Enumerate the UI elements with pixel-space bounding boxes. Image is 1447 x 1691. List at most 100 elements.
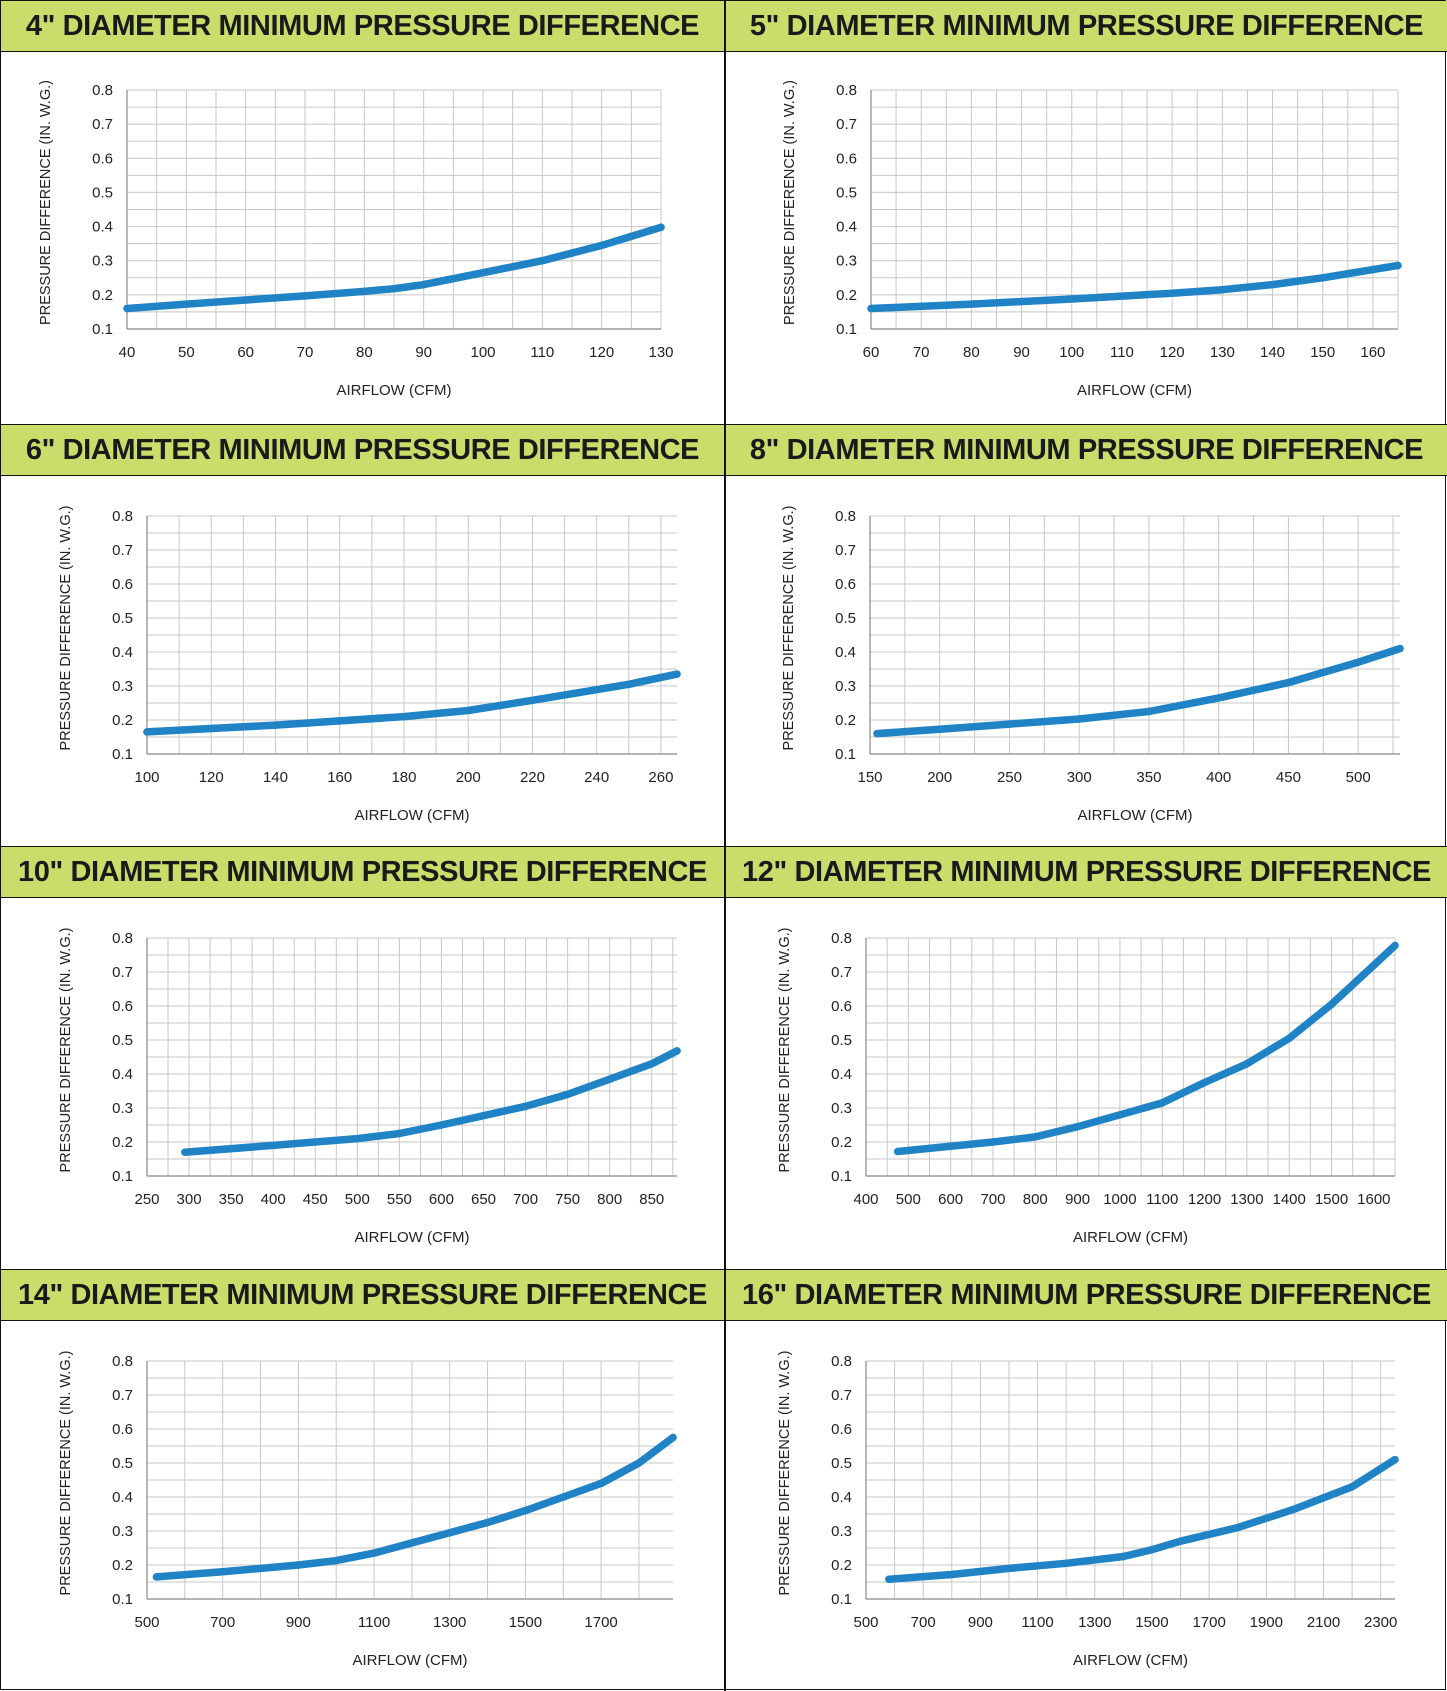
chart-title-banner: 16" DIAMETER MINIMUM PRESSURE DIFFERENCE (726, 1270, 1447, 1321)
y-tick-label: 0.8 (112, 508, 133, 525)
data-point (989, 1138, 997, 1146)
data-point (1391, 941, 1399, 950)
y-tick-label: 0.6 (835, 576, 856, 593)
data-point (1005, 720, 1014, 728)
data-point (1031, 1133, 1039, 1141)
x-tick-label: 90 (1013, 344, 1030, 361)
y-tick-label: 0.6 (831, 998, 852, 1015)
y-axis-label: PRESSURE DIFFERENCE (IN. W.G.) (777, 1351, 793, 1596)
gridlines (865, 937, 1396, 1177)
data-point (181, 1148, 189, 1156)
y-tick-label: 0.2 (835, 712, 856, 729)
data-point (1148, 1546, 1156, 1554)
x-tick-label: 90 (415, 344, 432, 361)
x-tick-label: 220 (520, 769, 545, 786)
x-axis-label: AIRFLOW (CFM) (1077, 382, 1192, 399)
data-point (143, 728, 151, 736)
x-tick-label: 400 (1206, 769, 1231, 786)
data-point (408, 1539, 416, 1547)
data-point (360, 287, 369, 296)
y-tick-label: 0.1 (835, 746, 856, 763)
y-tick-label: 0.7 (831, 964, 852, 981)
x-tick-label: 650 (471, 1191, 496, 1208)
x-tick-label: 260 (648, 769, 673, 786)
chart-title: 16" DIAMETER MINIMUM PRESSURE DIFFERENCE (742, 1278, 1431, 1311)
x-tick-label: 180 (391, 769, 416, 786)
data-point (605, 1075, 614, 1083)
y-axis-label: PRESSURE DIFFERENCE (IN. W.G.) (58, 928, 74, 1173)
data-point (332, 1556, 340, 1565)
y-axis-label: PRESSURE DIFFERENCE (IN. W.G.) (782, 80, 798, 325)
data-point (521, 1506, 530, 1515)
data-point (1348, 1483, 1356, 1491)
data-point (967, 300, 976, 308)
y-tick-label: 0.2 (92, 287, 113, 304)
data-point (1073, 1123, 1082, 1131)
series-line (867, 261, 1402, 313)
data-point (395, 1129, 404, 1138)
x-tick-label: 500 (1346, 769, 1371, 786)
y-tick-label: 0.4 (112, 1066, 133, 1083)
x-tick-label: 1900 (1250, 1614, 1283, 1631)
data-point (528, 696, 537, 704)
x-tick-label: 150 (857, 769, 882, 786)
data-point (1119, 1552, 1128, 1561)
gridlines (146, 937, 677, 1177)
data-point (1068, 295, 1076, 303)
x-tick-label: 450 (1276, 769, 1301, 786)
y-axis-label: PRESSURE DIFFERENCE (IN. W.G.) (777, 928, 793, 1173)
data-point (873, 729, 881, 738)
data-point (597, 1479, 605, 1488)
x-tick-label: 100 (134, 769, 159, 786)
series-line (181, 1047, 681, 1156)
data-point (1176, 1537, 1185, 1545)
y-tick-label: 0.1 (836, 321, 857, 338)
y-tick-label: 0.1 (831, 1591, 852, 1608)
y-tick-label: 0.4 (92, 219, 113, 236)
y-tick-label: 0.4 (831, 1489, 852, 1506)
data-point (948, 1570, 956, 1579)
x-tick-label: 1600 (1357, 1191, 1390, 1208)
y-tick-label: 0.7 (835, 542, 856, 559)
x-tick-label: 250 (997, 769, 1022, 786)
data-point (1145, 707, 1153, 716)
data-point (1268, 280, 1277, 289)
data-point (669, 1433, 677, 1442)
y-tick-label: 0.1 (831, 1168, 852, 1185)
y-tick-label: 0.7 (836, 116, 857, 133)
chart-panel: 10" DIAMETER MINIMUM PRESSURE DIFFERENCE… (1, 846, 726, 1269)
data-point (625, 680, 633, 688)
x-tick-label: 130 (1210, 344, 1235, 361)
y-tick-label: 0.3 (836, 253, 857, 270)
x-axis-label: AIRFLOW (CFM) (1073, 1229, 1188, 1246)
data-point (400, 712, 408, 721)
data-point (271, 721, 280, 729)
data-point (1214, 694, 1223, 702)
data-point (1062, 1559, 1070, 1567)
x-tick-label: 1100 (1146, 1191, 1178, 1208)
y-tick-label: 0.6 (112, 1421, 133, 1438)
data-point (867, 304, 875, 313)
y-tick-label: 0.1 (112, 746, 133, 763)
data-point (1075, 715, 1083, 723)
y-tick-label: 0.7 (92, 116, 113, 133)
data-point (635, 1459, 643, 1467)
data-point (390, 285, 398, 293)
x-tick-label: 150 (1310, 344, 1335, 361)
y-tick-label: 0.8 (112, 930, 133, 947)
x-tick-label: 700 (210, 1614, 235, 1631)
y-tick-label: 0.2 (112, 712, 133, 729)
x-tick-label: 1100 (358, 1614, 390, 1631)
line-chart: 0.1 0.2 0.3 0.4 0.5 0.6 0.7 0.8 500 700 900 1100 130… (58, 1351, 677, 1669)
data-point (1370, 961, 1378, 969)
y-tick-label: 0.6 (112, 998, 133, 1015)
y-tick-label: 0.6 (836, 150, 857, 167)
data-point (464, 706, 472, 715)
data-point (1285, 1034, 1293, 1042)
y-tick-label: 0.8 (112, 1353, 133, 1370)
data-point (559, 1493, 567, 1501)
data-point (269, 1141, 277, 1150)
y-tick-label: 0.4 (835, 644, 856, 661)
y-tick-label: 0.2 (112, 1557, 133, 1574)
y-tick-label: 0.8 (831, 1353, 852, 1370)
